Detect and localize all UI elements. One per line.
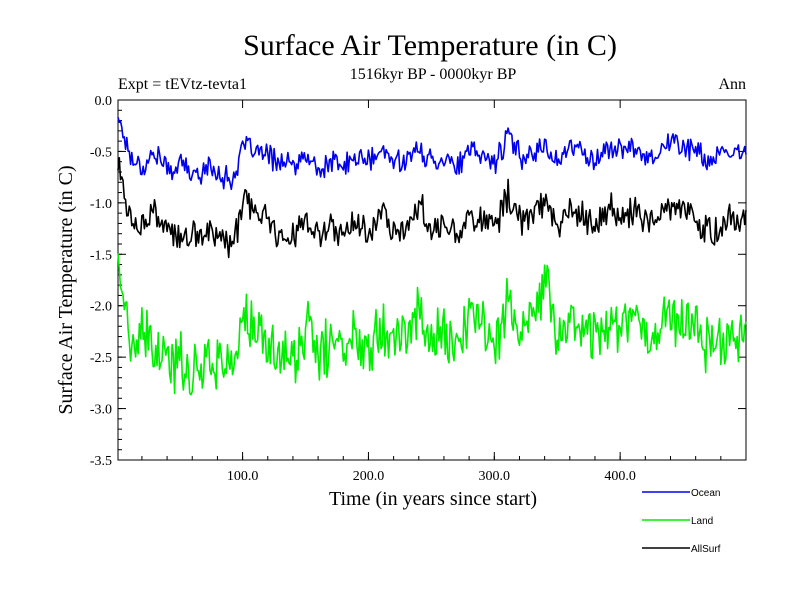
series-line-allsurf <box>117 157 747 259</box>
plot-frame <box>117 99 747 461</box>
y-tick-label: -0.5 <box>90 145 112 160</box>
x-tick-label: 200.0 <box>353 469 385 484</box>
y-tick-label: -1.5 <box>90 248 112 263</box>
experiment-label: Expt = tEVtz-tevta1 <box>118 76 247 93</box>
y-axis-label: Surface Air Temperature (in C) <box>55 165 77 414</box>
legend-label-ocean: Ocean <box>691 488 720 499</box>
y-tick-label: -1.0 <box>90 197 112 212</box>
y-tick-label: -2.0 <box>90 300 112 315</box>
x-tick-label: 300.0 <box>479 469 511 484</box>
legend-label-allsurf: AllSurf <box>691 544 721 555</box>
plot-area: 0.0 -0.5 -1.0 -1.5 -2.0 -2.5 -3.0 -3.5 100.0 200.… <box>90 94 747 484</box>
y-tick-label: 0.0 <box>95 94 113 109</box>
series-line-ocean <box>117 116 747 191</box>
chart-subtitle: 1516kyr BP - 0000kyr BP <box>350 66 517 83</box>
y-tick-label: -3.0 <box>90 403 112 418</box>
legend: Ocean Land AllSurf <box>642 488 721 555</box>
series-line-land <box>117 253 747 396</box>
chart-title: Surface Air Temperature (in C) <box>243 29 617 62</box>
x-tick-label: 100.0 <box>227 469 259 484</box>
y-tick-label: -2.5 <box>90 351 112 366</box>
legend-label-land: Land <box>691 516 713 527</box>
season-label: Ann <box>718 76 746 93</box>
x-axis-label: Time (in years since start) <box>329 488 537 510</box>
y-tick-label: -3.5 <box>90 454 112 469</box>
x-tick-label: 400.0 <box>604 469 636 484</box>
